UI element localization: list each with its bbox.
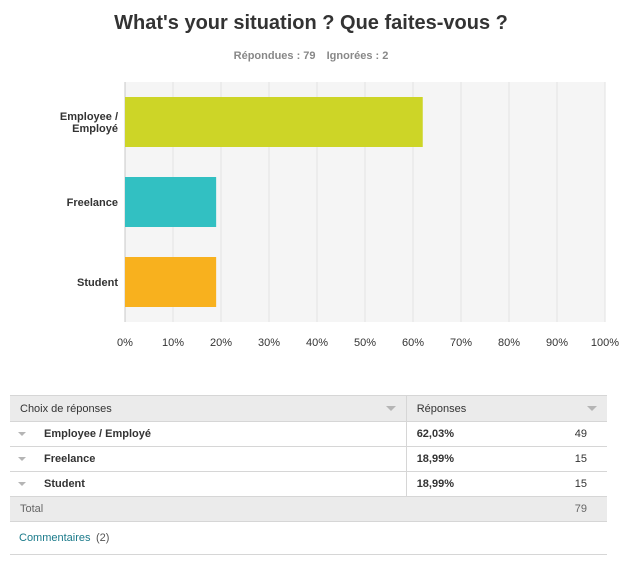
x-tick-label: 100% (591, 337, 619, 349)
sort-arrow-icon[interactable] (587, 406, 597, 411)
percent-cell: 18,99% (406, 471, 517, 497)
responses-table: Choix de réponses Réponses Employee / Em… (10, 395, 607, 522)
expand-arrow-icon[interactable] (18, 482, 26, 486)
count-cell: 15 (516, 446, 607, 472)
count-cell: 15 (516, 471, 607, 497)
table-row: Freelance 18,99% 15 (10, 446, 607, 472)
choice-label: Freelance (44, 453, 96, 465)
choice-cell: Student (10, 471, 407, 497)
total-row: Total 79 (10, 496, 607, 522)
x-tick-label: 70% (450, 337, 472, 349)
choice-label: Student (44, 478, 85, 490)
responses-header-label: Réponses (416, 402, 467, 415)
expand-arrow-icon[interactable] (18, 457, 26, 461)
table-row: Student 18,99% 15 (10, 471, 607, 497)
chart-title: What's your situation ? Que faites-vous … (114, 12, 508, 34)
choice-cell: Freelance (10, 446, 407, 472)
comments-count: (2) (96, 532, 110, 544)
total-count: 79 (516, 496, 607, 522)
x-tick-label: 10% (162, 337, 184, 349)
sort-arrow-icon[interactable] (385, 406, 396, 411)
answered-count: Répondues : 79 (233, 50, 316, 62)
count-cell: 49 (516, 421, 607, 447)
x-tick-label: 40% (306, 337, 328, 349)
table-header: Choix de réponses Réponses (10, 395, 607, 422)
responses-column-header[interactable]: Réponses (406, 395, 607, 422)
table-row: Employee / Employé 62,03% 49 (10, 421, 607, 447)
category-label: Employee / Employé (60, 111, 118, 135)
choice-label: Employee / Employé (44, 428, 151, 440)
bar (125, 257, 217, 307)
skipped-count: Ignorées : 2 (326, 50, 389, 62)
category-label: Student (77, 277, 118, 289)
expand-arrow-icon[interactable] (18, 432, 26, 436)
percent-cell: 18,99% (406, 446, 517, 472)
total-label: Total (10, 496, 517, 522)
percent-cell: 62,03% (406, 421, 517, 447)
response-stats: Répondues : 79 Ignorées : 2 (0, 50, 622, 62)
choice-column-header[interactable]: Choix de réponses (10, 395, 407, 422)
x-tick-label: 90% (546, 337, 568, 349)
x-tick-label: 50% (354, 337, 376, 349)
choice-header-label: Choix de réponses (20, 402, 112, 415)
choice-cell: Employee / Employé (10, 421, 407, 447)
x-tick-label: 20% (210, 337, 232, 349)
x-tick-label: 60% (402, 337, 424, 349)
x-tick-label: 0% (117, 337, 133, 349)
bar (125, 97, 423, 147)
x-tick-label: 30% (258, 337, 280, 349)
bar-chart: 0% 10% 20% 30% 40% 50% 60% 70% 80% 90% 100% Employe… (60, 82, 619, 349)
comments-bar: Commentaires (2) (10, 522, 607, 555)
bar (125, 177, 217, 227)
category-label: Freelance (67, 197, 118, 209)
x-tick-label: 80% (498, 337, 520, 349)
comments-link[interactable]: Commentaires (19, 532, 91, 544)
